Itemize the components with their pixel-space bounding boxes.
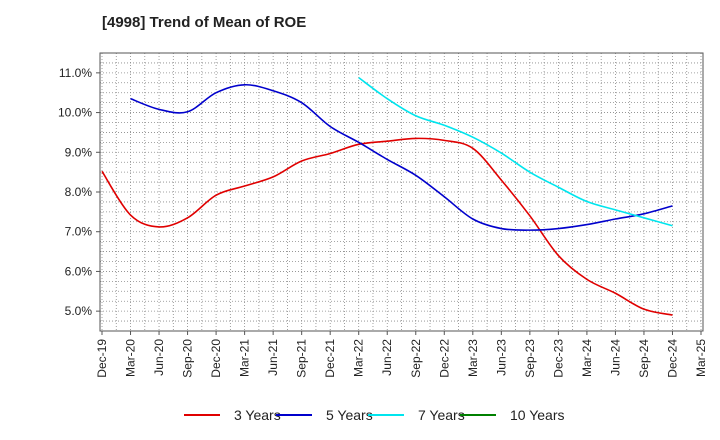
legend-item-5-years: 5 Years <box>276 404 373 426</box>
y-tick-label: 5.0% <box>65 304 93 318</box>
y-tick-label: 10.0% <box>58 106 92 120</box>
x-tick-label: Mar-24 <box>580 339 594 377</box>
legend-label: 10 Years <box>510 407 565 423</box>
x-tick-label: Dec-23 <box>551 339 565 378</box>
y-tick-label: 9.0% <box>65 145 93 159</box>
x-tick-label: Mar-25 <box>694 339 708 377</box>
x-tick-label: Jun-20 <box>152 339 166 376</box>
legend-item-7-years: 7 Years <box>368 404 465 426</box>
x-tick-label: Jun-24 <box>608 339 622 376</box>
series-layer <box>101 76 673 316</box>
x-tick-label: Mar-22 <box>352 339 366 377</box>
series-line-7-years <box>358 76 673 227</box>
y-tick-label: 6.0% <box>65 264 93 278</box>
x-tick-label: Mar-20 <box>124 339 138 377</box>
x-tick-label: Mar-21 <box>238 339 252 377</box>
x-tick-label: Dec-20 <box>209 339 223 378</box>
legend-swatch <box>460 414 496 416</box>
x-tick-label: Sep-22 <box>409 339 423 378</box>
legend-label: 3 Years <box>234 407 281 423</box>
series-line-3-years <box>101 137 673 316</box>
x-tick-label: Sep-21 <box>295 339 309 378</box>
x-tick-label: Dec-19 <box>95 339 109 378</box>
series-line-5-years <box>130 83 673 231</box>
x-tick-label: Sep-23 <box>523 339 537 378</box>
legend-label: 7 Years <box>418 407 465 423</box>
y-tick-label: 7.0% <box>65 225 93 239</box>
x-tick-label: Jun-22 <box>380 339 394 376</box>
chart-title: [4998] Trend of Mean of ROE <box>102 14 307 31</box>
x-tick-label: Dec-22 <box>437 339 451 378</box>
x-tick-label: Sep-20 <box>181 339 195 378</box>
x-axis: Dec-19 Mar-20 Jun-20 Sep-20 Dec-20 Mar-21 Jun-… <box>95 331 708 378</box>
x-tick-label: Jun-21 <box>266 339 280 376</box>
x-tick-label: Dec-21 <box>323 339 337 378</box>
y-tick-label: 11.0% <box>59 66 92 80</box>
legend: 3 Years 5 Years 7 Years 10 Years <box>0 404 720 426</box>
legend-swatch <box>276 414 312 416</box>
legend-label: 5 Years <box>326 407 373 423</box>
legend-item-3-years: 3 Years <box>184 404 281 426</box>
x-tick-label: Mar-23 <box>466 339 480 377</box>
x-tick-label: Sep-24 <box>637 339 651 378</box>
x-tick-label: Jun-23 <box>494 339 508 376</box>
grid-lines <box>100 52 703 332</box>
legend-swatch <box>368 414 404 416</box>
line-chart: 5.0% 6.0% 7.0% 8.0% 9.0% 10.0% 11.0% Dec-19 Mar… <box>58 52 708 378</box>
legend-swatch <box>184 414 220 416</box>
y-axis: 5.0% 6.0% 7.0% 8.0% 9.0% 10.0% 11.0% <box>58 66 100 318</box>
y-tick-label: 8.0% <box>65 185 93 199</box>
x-tick-label: Dec-24 <box>665 339 679 378</box>
legend-item-10-years: 10 Years <box>460 404 565 426</box>
